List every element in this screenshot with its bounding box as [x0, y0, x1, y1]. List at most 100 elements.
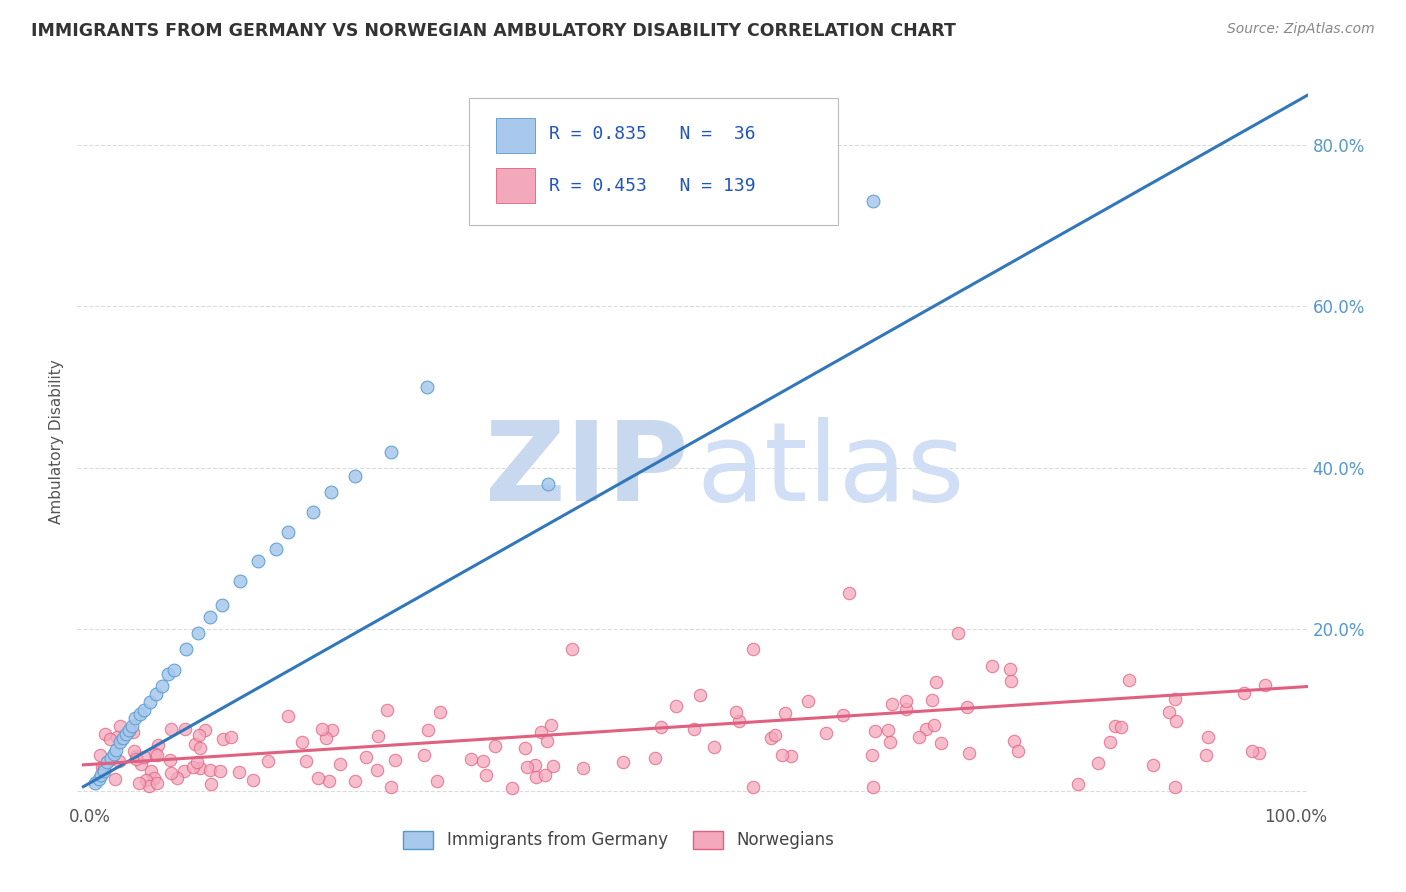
Point [138, 779, 160, 793]
Point [146, 776, 169, 790]
Point [426, 773, 449, 788]
Point [741, 780, 763, 794]
Point [366, 763, 388, 777]
Point [321, 723, 343, 738]
Point [1067, 777, 1090, 791]
Point [100, 751, 122, 765]
Point [146, 738, 169, 752]
Point [741, 642, 763, 657]
FancyBboxPatch shape [496, 118, 536, 153]
FancyBboxPatch shape [496, 169, 536, 203]
Point [380, 780, 402, 794]
FancyBboxPatch shape [468, 98, 838, 225]
Point [838, 586, 860, 600]
Point [1087, 756, 1109, 770]
Point [124, 744, 146, 758]
Point [84, 775, 107, 789]
Point [277, 525, 299, 540]
Point [307, 771, 329, 785]
Point [183, 737, 205, 751]
Point [181, 760, 204, 774]
Point [198, 763, 221, 777]
Point [98, 732, 121, 747]
Point [96, 754, 118, 768]
Point [956, 700, 979, 714]
Point [536, 733, 558, 747]
Point [163, 663, 186, 677]
Point [295, 754, 318, 768]
Point [929, 736, 952, 750]
Point [759, 731, 782, 745]
Point [89, 747, 111, 762]
Point [831, 708, 853, 723]
Point [1197, 730, 1219, 744]
Point [644, 751, 666, 765]
Point [501, 781, 523, 796]
Point [93, 759, 115, 773]
Point [475, 768, 498, 782]
Point [318, 773, 340, 788]
Text: R = 0.835   N =  36: R = 0.835 N = 36 [548, 126, 755, 144]
Point [188, 741, 211, 756]
Point [981, 659, 1004, 673]
Point [160, 766, 183, 780]
Point [112, 731, 135, 746]
Point [925, 675, 948, 690]
Point [534, 768, 557, 782]
Point [329, 756, 352, 771]
Point [1002, 734, 1025, 748]
Point [724, 705, 747, 719]
Point [301, 505, 323, 519]
Point [211, 598, 233, 612]
Point [121, 719, 143, 733]
Point [1157, 705, 1180, 719]
Point [1142, 757, 1164, 772]
Point [132, 703, 155, 717]
Point [187, 626, 209, 640]
Point [128, 776, 150, 790]
Point [156, 666, 179, 681]
Point [516, 760, 538, 774]
Y-axis label: Ambulatory Disability: Ambulatory Disability [49, 359, 65, 524]
Text: atlas: atlas [696, 417, 965, 524]
Point [770, 748, 793, 763]
Point [319, 485, 342, 500]
Point [384, 753, 406, 767]
Point [1000, 674, 1022, 689]
Point [229, 574, 252, 588]
Point [860, 748, 883, 763]
Point [879, 734, 901, 748]
Point [541, 758, 564, 772]
Point [93, 727, 115, 741]
Point [159, 753, 181, 767]
Point [125, 749, 148, 764]
Point [775, 706, 797, 720]
Point [125, 752, 148, 766]
Point [90, 767, 112, 781]
Point [186, 755, 208, 769]
Point [257, 754, 280, 768]
Point [104, 772, 127, 786]
Text: R = 0.453   N = 139: R = 0.453 N = 139 [548, 178, 755, 195]
Point [797, 694, 820, 708]
Point [129, 757, 152, 772]
Point [122, 725, 145, 739]
Point [894, 693, 917, 707]
Point [523, 757, 546, 772]
Point [150, 679, 173, 693]
Point [763, 728, 786, 742]
Point [91, 760, 114, 774]
Point [93, 764, 115, 778]
Point [416, 723, 439, 738]
Point [198, 610, 221, 624]
Point [356, 749, 378, 764]
Point [146, 748, 169, 763]
Point [877, 723, 900, 738]
Point [1254, 678, 1277, 692]
Point [108, 719, 131, 733]
Point [650, 720, 672, 734]
Point [87, 772, 110, 786]
Point [344, 774, 367, 789]
Point [471, 754, 494, 768]
Point [200, 777, 222, 791]
